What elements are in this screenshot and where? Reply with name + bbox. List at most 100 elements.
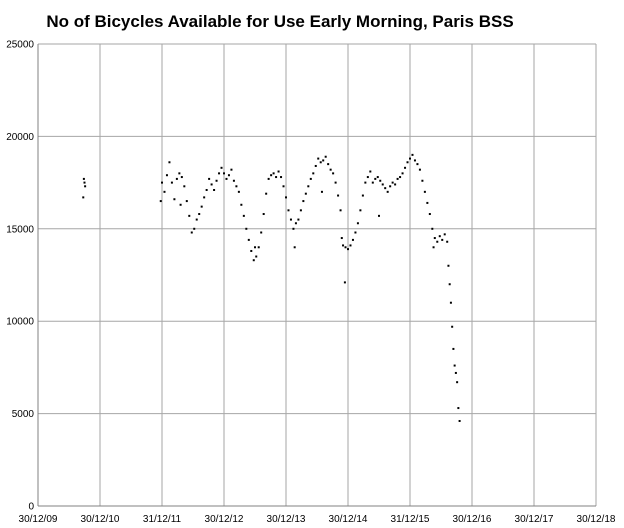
data-point [436, 240, 439, 243]
data-point [168, 161, 171, 164]
data-point [349, 244, 352, 247]
data-point [223, 172, 225, 175]
data-point [195, 218, 198, 221]
data-point [456, 381, 459, 384]
data-point [173, 198, 176, 201]
tick-labels: 0 5000 10000 15000 20000 25000 30/12/09 30/12/1… [6, 40, 616, 526]
data-point [178, 172, 181, 175]
data-point [391, 181, 394, 184]
data-point [179, 203, 182, 206]
data-point [320, 190, 323, 193]
data-point [447, 264, 450, 267]
data-point [293, 246, 296, 249]
data-point [252, 259, 255, 262]
data-point [304, 192, 307, 195]
data-point [329, 168, 332, 171]
data-point [237, 190, 240, 193]
data-point [458, 419, 461, 422]
data-point [190, 231, 193, 234]
data-point [324, 155, 327, 158]
data-point [220, 166, 223, 169]
data-point [84, 185, 87, 188]
data-point [240, 203, 243, 206]
data-point [287, 209, 290, 212]
data-point [443, 233, 446, 236]
data-point [371, 181, 374, 184]
data-point [386, 190, 389, 193]
data-point [245, 227, 248, 230]
data-point [225, 177, 228, 180]
data-point [366, 176, 369, 179]
chart-title: No of Bicycles Available for Use Early M… [46, 12, 514, 31]
data-point [299, 209, 302, 212]
data-point [232, 179, 235, 182]
data-point [289, 218, 292, 221]
data-point [404, 166, 407, 169]
data-point [381, 183, 384, 186]
data-point [448, 283, 451, 286]
data-point [423, 190, 426, 193]
data-point [277, 170, 280, 173]
data-point [351, 238, 354, 241]
data-point [83, 181, 86, 184]
x-tick-label: 31/12/11 [143, 514, 182, 525]
data-point [161, 181, 163, 184]
data-point [307, 185, 310, 188]
y-tick-label: 25000 [6, 40, 34, 51]
data-point [389, 185, 392, 188]
data-point [292, 227, 295, 230]
data-point [453, 364, 456, 367]
data-point [230, 168, 233, 171]
data-point [334, 181, 337, 184]
data-point [421, 179, 424, 182]
data-point [428, 213, 431, 216]
data-point [250, 249, 253, 252]
data-point [451, 325, 454, 328]
data-point [82, 196, 85, 199]
data-point [170, 181, 173, 184]
data-point [309, 177, 312, 180]
data-point [262, 213, 265, 216]
data-point [343, 281, 346, 284]
data-point [394, 183, 397, 186]
x-tick-label: 30/12/12 [205, 514, 244, 525]
x-tick-label: 31/12/15 [391, 514, 430, 525]
data-point [302, 200, 305, 203]
data-point [406, 161, 409, 164]
data-point [270, 174, 273, 177]
data-point [409, 157, 411, 160]
data-point [82, 177, 85, 180]
data-point [379, 179, 382, 182]
y-tick-label: 20000 [6, 132, 34, 143]
data-point [235, 185, 238, 188]
data-point [205, 188, 208, 191]
data-point [215, 179, 218, 182]
data-point [319, 161, 322, 164]
data-point [426, 201, 429, 204]
data-point [260, 231, 263, 234]
x-tick-label: 30/12/14 [329, 514, 368, 525]
data-point [265, 192, 268, 195]
data-point [312, 172, 315, 175]
data-point [432, 246, 435, 249]
data-point [337, 194, 340, 197]
data-point [369, 170, 372, 173]
data-point [165, 174, 168, 177]
x-tick-label: 30/12/16 [453, 514, 492, 525]
y-tick-label: 15000 [6, 224, 34, 235]
data-point [322, 159, 325, 162]
data-point [416, 163, 419, 166]
data-point [208, 177, 211, 180]
data-point [413, 159, 416, 162]
x-tick-label: 30/12/13 [267, 514, 306, 525]
data-point [327, 163, 330, 166]
data-points [82, 153, 461, 422]
data-point [418, 168, 421, 171]
x-tick-label: 30/12/18 [577, 514, 616, 525]
data-point [332, 172, 335, 175]
data-point [213, 188, 216, 191]
data-point [454, 371, 457, 374]
data-point [438, 235, 441, 238]
data-point [361, 194, 364, 197]
